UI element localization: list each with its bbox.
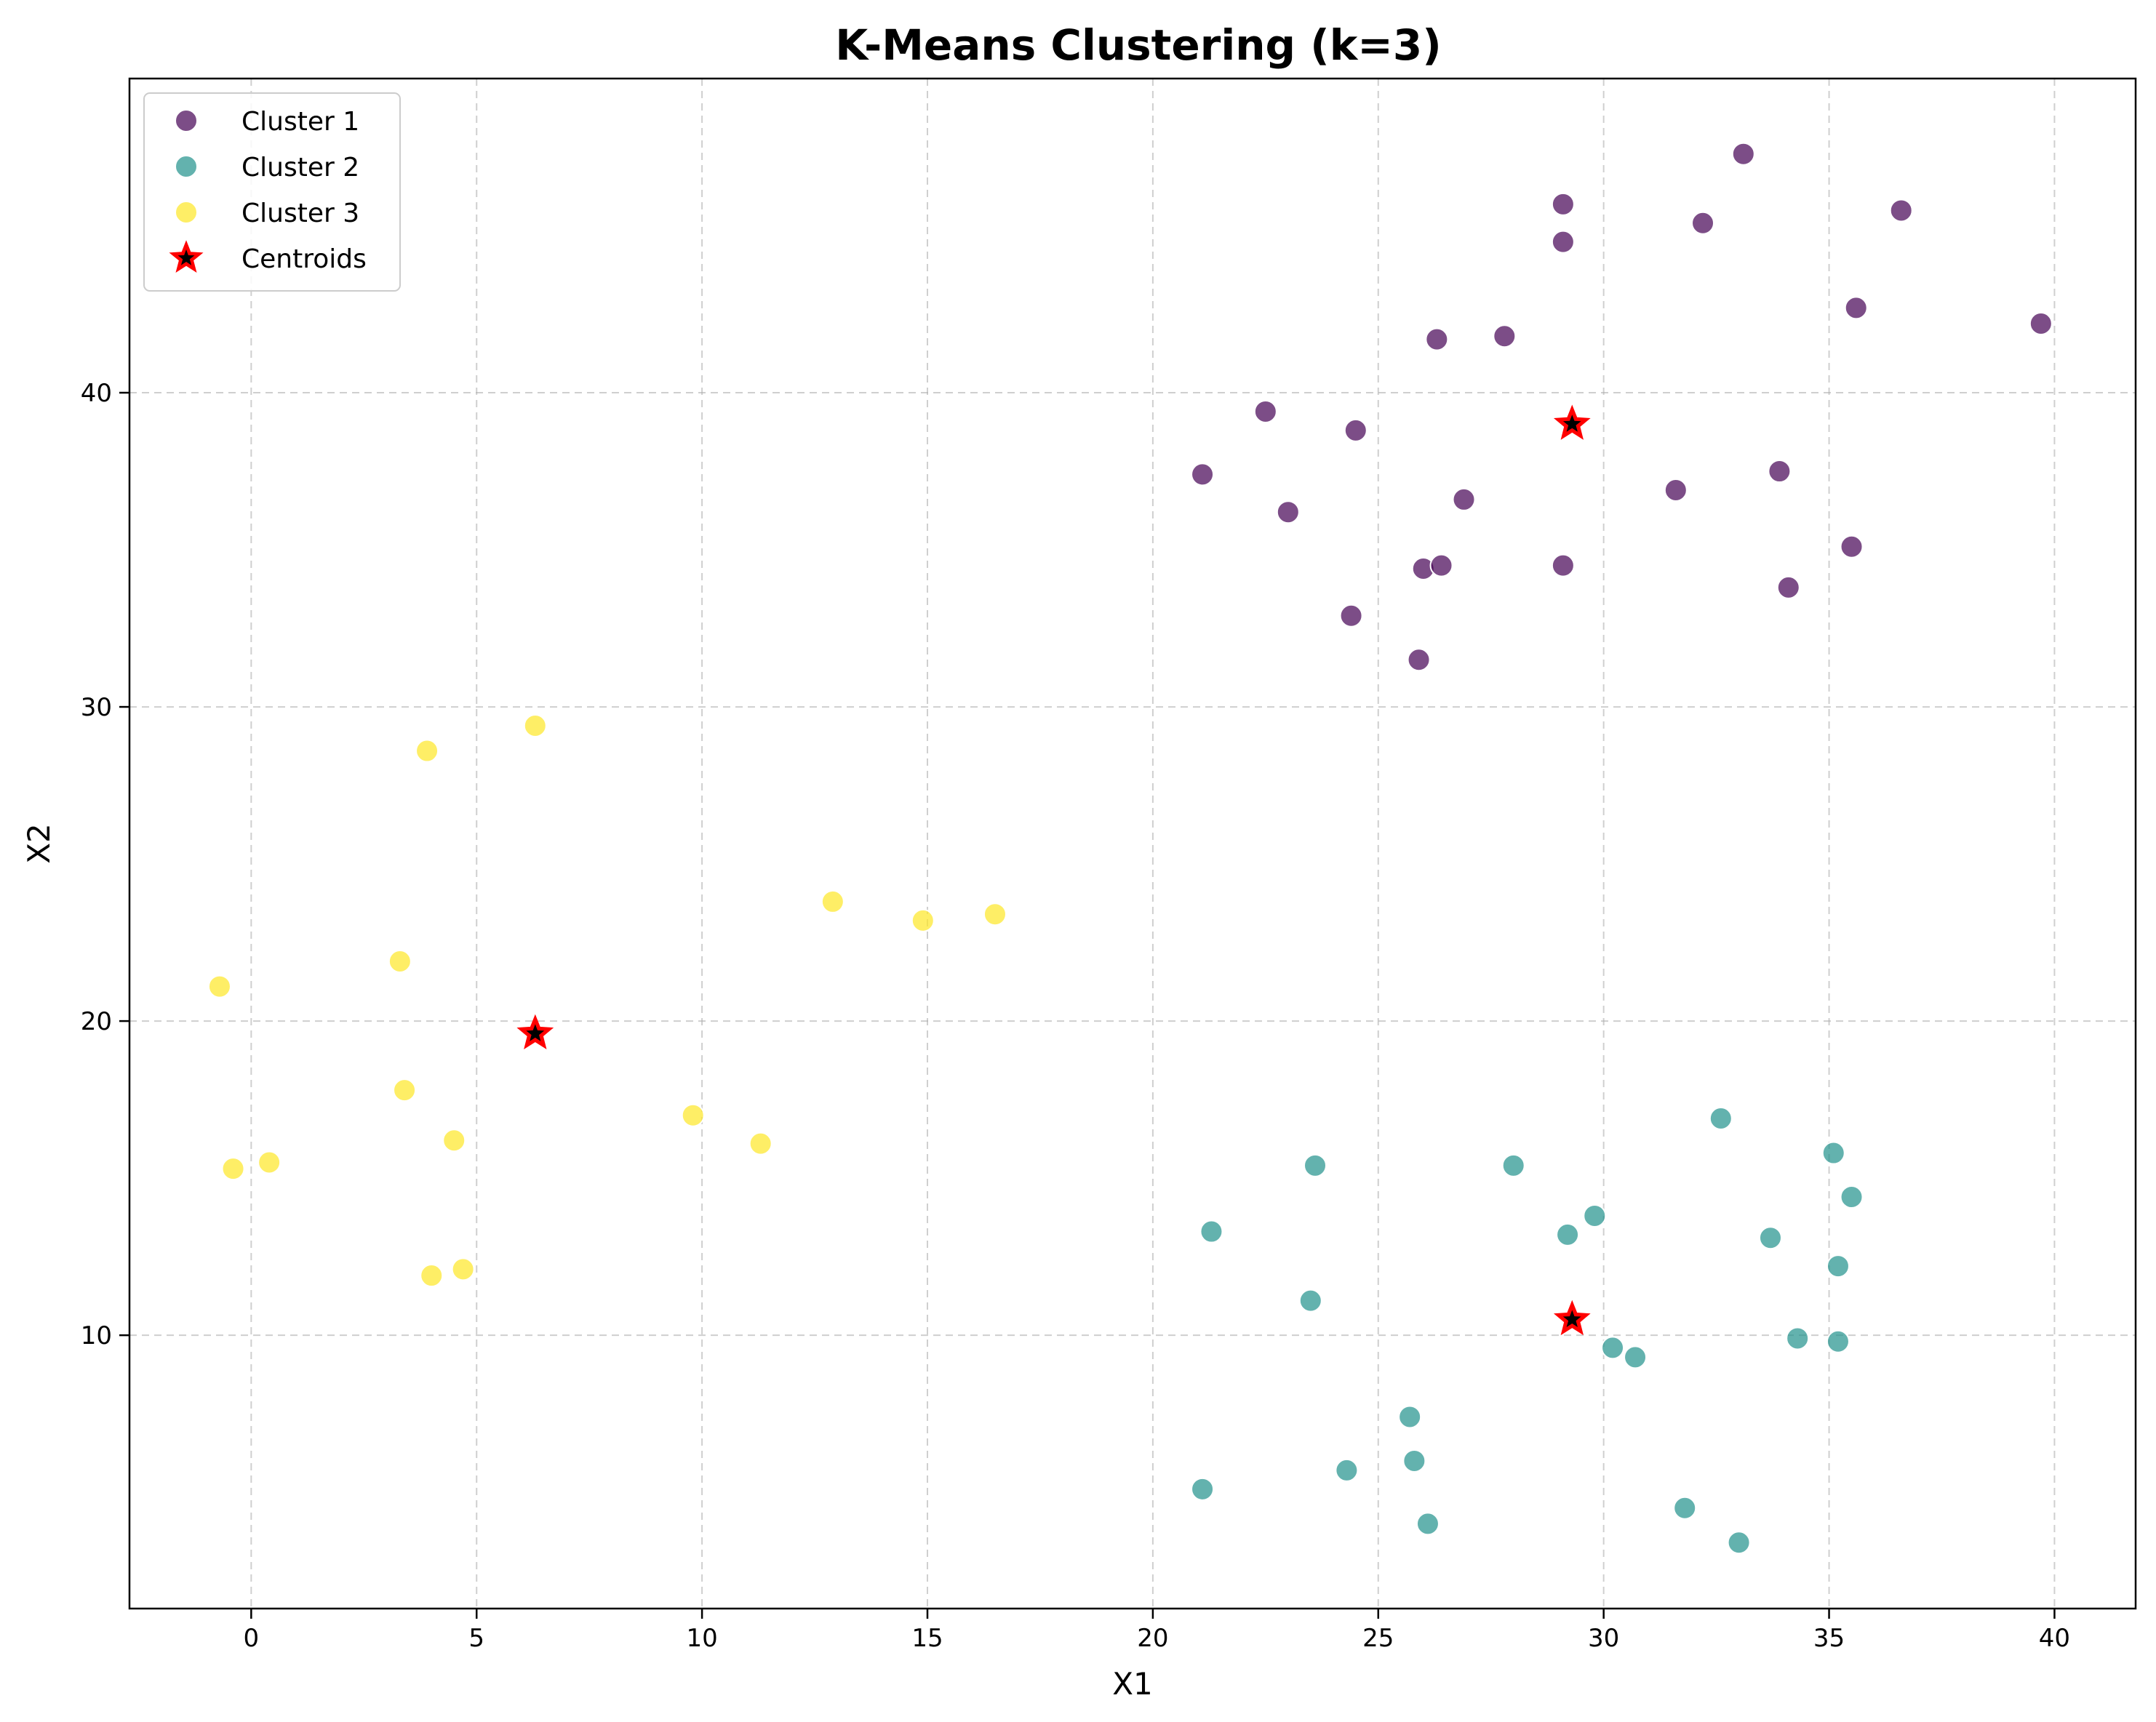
legend-box (143, 92, 401, 292)
cluster-2-point (1556, 1222, 1580, 1246)
cluster-2-point (1727, 1531, 1751, 1555)
x-axis-label: X1 (1112, 1666, 1153, 1702)
legend-cluster-2-icon (175, 155, 198, 178)
cluster-1-point (1776, 575, 1800, 599)
data-points (207, 142, 2053, 1555)
cluster-2-point (1402, 1449, 1426, 1473)
cluster-2-point (1191, 1477, 1215, 1501)
y-tick-label: 30 (81, 693, 112, 722)
cluster-3-point (393, 1078, 417, 1102)
cluster-3-point (821, 889, 845, 913)
cluster-3-point (451, 1257, 475, 1281)
legend-entry-label: Cluster 2 (241, 153, 359, 183)
x-tick-label: 20 (1137, 1624, 1168, 1653)
cluster-3-point (983, 902, 1007, 926)
cluster-2-point (1199, 1220, 1223, 1244)
legend-cluster-3-icon (175, 201, 198, 224)
legend-entry-label: Centroids (241, 244, 367, 274)
cluster-3-point (415, 739, 439, 763)
legend-centroid-icon-core (177, 249, 195, 265)
cluster-1-point (1407, 648, 1431, 672)
legend-entry-label: Cluster 1 (241, 107, 359, 137)
cluster-1-point (1691, 211, 1715, 235)
cluster-2-point (1501, 1153, 1525, 1177)
x-tick-label: 5 (468, 1624, 484, 1653)
cluster-3-point (681, 1103, 705, 1127)
cluster-1-point (1191, 462, 1215, 486)
cluster-1-point (2029, 311, 2053, 335)
cluster-3-point (748, 1132, 772, 1156)
cluster-3-point (207, 974, 231, 998)
cluster-2-point (1335, 1458, 1359, 1482)
cluster-2-point (1826, 1329, 1850, 1353)
cluster-2-point (1821, 1141, 1845, 1165)
x-tick-label: 15 (911, 1624, 943, 1653)
x-tick-label: 25 (1362, 1624, 1394, 1653)
cluster-1-point (1493, 324, 1517, 348)
cluster-1-point (1551, 230, 1575, 254)
y-axis-label: X2 (21, 823, 57, 864)
cluster-2-point (1583, 1204, 1607, 1228)
centroid-marker-core (526, 1024, 545, 1041)
cluster-1-point (1343, 418, 1368, 442)
x-tick-label: 40 (2039, 1624, 2070, 1653)
chart-title: K-Means Clustering (k=3) (835, 20, 1442, 70)
legend-cluster-1-icon (175, 109, 198, 132)
plot-frame (128, 77, 2137, 1610)
x-tick-label: 30 (1588, 1624, 1619, 1653)
cluster-2-point (1298, 1289, 1322, 1313)
cluster-1-point (1664, 478, 1688, 502)
cluster-2-point (1758, 1226, 1782, 1250)
cluster-3-point (221, 1157, 245, 1181)
cluster-3-point (442, 1129, 466, 1153)
cluster-1-point (1339, 604, 1363, 628)
x-tick-label: 10 (686, 1624, 717, 1653)
cluster-2-point (1673, 1496, 1697, 1520)
cluster-3-point (523, 713, 547, 737)
cluster-1-point (1844, 296, 1868, 320)
y-tick-label: 40 (81, 379, 112, 408)
cluster-3-point (911, 908, 935, 932)
x-tick-label: 35 (1813, 1624, 1845, 1653)
cluster-1-point (1731, 142, 1755, 166)
y-tick-label: 10 (81, 1321, 112, 1350)
cluster-1-point (1840, 534, 1864, 558)
cluster-2-point (1303, 1153, 1327, 1177)
cluster-2-point (1601, 1336, 1625, 1360)
cluster-2-point (1416, 1512, 1440, 1536)
cluster-2-point (1826, 1254, 1850, 1278)
cluster-2-point (1624, 1345, 1648, 1369)
cluster-1-point (1889, 199, 1913, 223)
y-tick-label: 20 (81, 1007, 112, 1036)
cluster-1-point (1551, 192, 1575, 216)
cluster-3-point (257, 1150, 282, 1174)
cluster-2-point (1840, 1185, 1864, 1209)
cluster-1-point (1253, 399, 1277, 423)
cluster-2-point (1709, 1107, 1733, 1131)
legend: Cluster 1 Cluster 2 Cluster 3 Centroids (143, 92, 401, 292)
cluster-1-point (1452, 487, 1476, 511)
cluster-1-point (1425, 327, 1449, 351)
x-tick-label: 0 (244, 1624, 260, 1653)
cluster-2-point (1786, 1326, 1810, 1350)
legend-entry-label: Cluster 3 (241, 199, 359, 228)
cluster-1-point (1768, 460, 1792, 484)
cluster-1-point (1551, 553, 1575, 577)
cluster-1-point (1429, 553, 1453, 577)
cluster-3-point (420, 1264, 444, 1288)
centroid-marker-core (1562, 415, 1581, 432)
cluster-1-point (1276, 500, 1300, 524)
cluster-2-point (1398, 1405, 1422, 1429)
axis-ticks: 0 5 10 15 20 25 30 35 40 10 20 30 40 (81, 379, 2070, 1653)
cluster-3-point (388, 950, 412, 974)
centroid-marker-core (1562, 1310, 1581, 1327)
